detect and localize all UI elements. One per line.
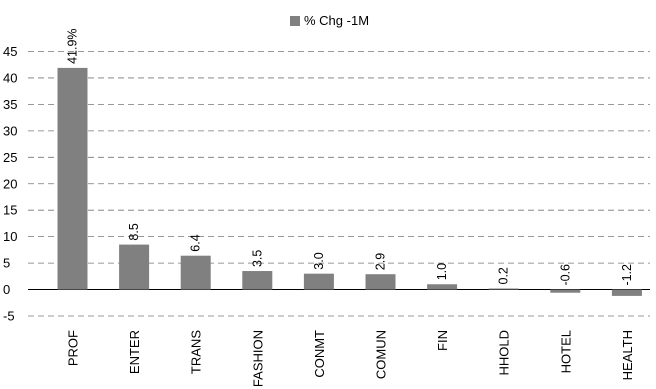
bar-comun [365, 274, 396, 290]
data-labels: 41.9% 8.5 6.4 3.5 3.0 2.9 1.0 0.2 -0.6 -1.2 [66, 28, 634, 285]
y-tick-label: 40 [3, 70, 17, 85]
bar-hhold [488, 288, 519, 290]
y-tick-label: 20 [3, 176, 17, 191]
category-label-fin: FIN [435, 330, 450, 351]
category-label-health: HEALTH [620, 330, 635, 380]
data-label-fin: 1.0 [435, 263, 449, 280]
legend-swatch [290, 16, 300, 26]
y-tick-label: 30 [3, 123, 17, 138]
category-label-hotel: HOTEL [558, 330, 573, 373]
legend: % Chg -1M [290, 13, 369, 28]
data-label-fashion: 3.5 [250, 250, 264, 267]
category-label-conmt: CONMT [312, 330, 327, 378]
bar-enter [119, 244, 150, 290]
data-label-trans: 6.4 [189, 234, 203, 251]
y-tick-label: 15 [3, 203, 17, 218]
bar-trans [180, 255, 211, 290]
category-label-fashion: FASHION [250, 330, 265, 387]
category-label-comun: COMUN [374, 330, 389, 379]
category-label-prof: PROF [66, 330, 81, 366]
bar-fashion [242, 271, 273, 290]
y-tick-label: -5 [3, 309, 15, 324]
y-tick-label: 25 [3, 150, 17, 165]
y-tick-label: 5 [3, 256, 10, 271]
category-label-hhold: HHOLD [497, 330, 512, 376]
data-label-comun: 2.9 [374, 253, 388, 270]
data-label-conmt: 3.0 [312, 252, 326, 269]
data-label-hotel: -0.6 [558, 264, 572, 286]
bar-fin [427, 284, 458, 290]
category-label-trans: TRANS [189, 330, 204, 374]
bar-health [611, 289, 642, 296]
y-tick-label: 0 [3, 282, 10, 297]
y-tick-label: 45 [3, 44, 17, 59]
category-label-enter: ENTER [127, 330, 142, 374]
y-tick-label: 35 [3, 97, 17, 112]
bars [57, 67, 642, 296]
bar-conmt [303, 273, 334, 290]
data-label-hhold: 0.2 [497, 267, 511, 284]
y-axis: 45 40 35 30 25 20 15 10 5 0 -5 [3, 44, 17, 324]
bar-hotel [550, 289, 581, 293]
data-label-prof: 41.9% [66, 28, 80, 63]
data-label-health: -1.2 [620, 264, 634, 286]
legend-label: % Chg -1M [304, 13, 369, 28]
data-label-enter: 8.5 [127, 223, 141, 240]
bar-prof [57, 67, 88, 290]
y-tick-label: 10 [3, 229, 17, 244]
category-labels: PROF ENTER TRANS FASHION CONMT COMUN FIN HHOLD H… [66, 330, 635, 387]
